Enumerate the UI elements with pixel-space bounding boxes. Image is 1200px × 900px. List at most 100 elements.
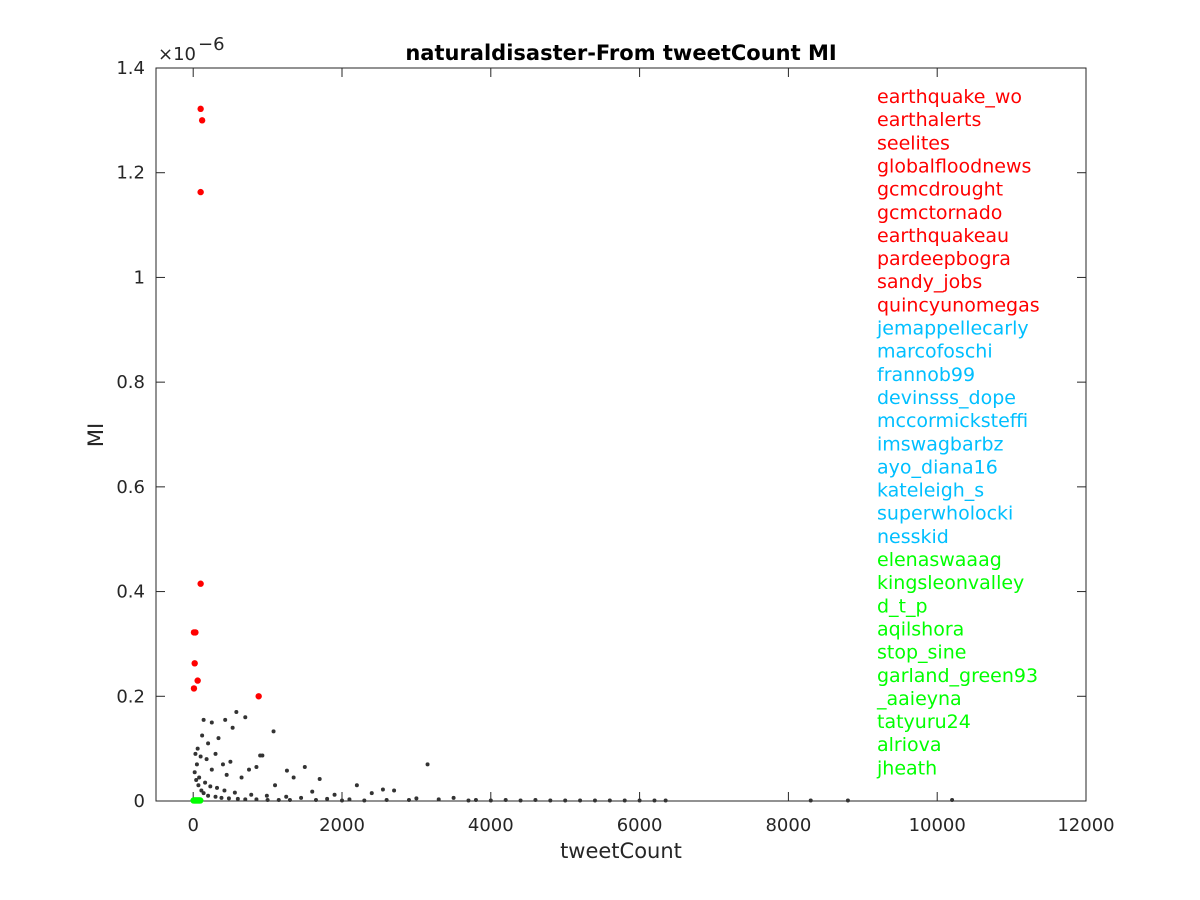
user-label: ayo_diana16 <box>877 456 998 478</box>
others-point <box>299 795 304 800</box>
user-label: jemappellecarly <box>876 318 1029 340</box>
user-label: kateleigh_s <box>877 480 984 502</box>
others-point <box>652 798 657 803</box>
others-point <box>220 762 225 767</box>
others-point <box>578 798 583 803</box>
others-point <box>325 796 330 801</box>
y-tick-label: 0.8 <box>116 372 145 393</box>
others-point <box>548 798 553 803</box>
user-label: superwholocki <box>877 503 1013 525</box>
x-tick-label: 0 <box>187 815 198 836</box>
others-point <box>215 785 220 790</box>
others-point <box>451 795 456 800</box>
others-point <box>340 798 344 803</box>
user-label: earthalerts <box>877 109 981 131</box>
user-label: globalfloodnews <box>877 155 1031 177</box>
others-point <box>503 797 508 802</box>
top-point <box>190 685 198 692</box>
others-point <box>265 797 270 802</box>
others-point <box>473 797 478 802</box>
low-points <box>190 797 204 804</box>
others-point <box>197 775 202 780</box>
user-label: garland_green93 <box>877 665 1038 687</box>
others-point <box>369 791 374 796</box>
y-exponent-power: −6 <box>198 34 225 55</box>
others-point <box>284 794 289 799</box>
others-point <box>224 772 229 777</box>
others-point <box>332 792 337 797</box>
x-tick-label: 6000 <box>617 815 663 836</box>
x-tick-label: 8000 <box>765 815 811 836</box>
y-tick-label: 1 <box>134 267 145 288</box>
y-tick-label: 0 <box>134 791 145 812</box>
y-exponent-multiplier: ×10 −6 <box>158 34 225 65</box>
others-point <box>663 798 668 803</box>
others-point <box>243 797 248 802</box>
y-tick-label: 0.2 <box>116 686 145 707</box>
others-point <box>271 729 276 734</box>
others-point <box>232 790 237 795</box>
others-point <box>436 797 441 802</box>
others-point <box>239 775 244 780</box>
others-point <box>466 798 471 803</box>
others-point <box>201 717 206 722</box>
others-point <box>193 751 198 756</box>
others-point <box>204 757 209 762</box>
others-point <box>425 762 430 767</box>
y-tick-label: 0.4 <box>116 582 145 603</box>
x-tick-label: 10000 <box>909 815 966 836</box>
others-point <box>302 764 307 769</box>
others-point <box>213 751 218 756</box>
others-point <box>194 762 199 767</box>
user-label: mccormicksteffi <box>877 410 1028 432</box>
others-point <box>258 753 263 758</box>
others-point <box>276 797 281 802</box>
top-point <box>198 117 206 124</box>
user-label: tatyuru24 <box>877 711 971 733</box>
others-point <box>201 791 206 796</box>
others-point <box>223 717 228 722</box>
others-point <box>488 798 493 803</box>
others-point <box>192 770 197 775</box>
user-label: sandy_jobs <box>877 271 982 293</box>
others-point <box>287 797 292 802</box>
others-point <box>234 709 239 714</box>
others-point <box>228 759 233 764</box>
user-label: alriova <box>877 734 942 756</box>
top-point <box>194 677 201 684</box>
top-point <box>190 629 198 636</box>
top-point <box>197 188 204 196</box>
others-point <box>291 775 296 780</box>
top-point <box>191 660 198 667</box>
user-label: gcmctornado <box>877 202 1002 224</box>
others-point <box>264 793 269 798</box>
others-point <box>592 798 597 803</box>
others-point <box>200 733 205 738</box>
others-point <box>198 754 203 759</box>
user-label: kingsleonvalley <box>877 572 1024 594</box>
others-point <box>203 780 208 785</box>
others-point <box>563 798 568 803</box>
x-axis-ticks: 0 2000 4000 6000 8000 10000 12000 <box>187 68 1115 836</box>
user-label: nesskid <box>877 526 949 548</box>
plot-area <box>155 67 1087 802</box>
others-point <box>235 796 240 801</box>
others-point <box>273 783 278 788</box>
user-label: stop_sine <box>877 642 966 664</box>
others-point <box>199 788 204 793</box>
others-point <box>196 783 201 788</box>
x-tick-label: 2000 <box>319 815 365 836</box>
y-tick-label: 0.6 <box>116 477 145 498</box>
others-point <box>195 746 200 751</box>
others-point <box>607 798 612 803</box>
others-point <box>533 797 538 802</box>
others-point <box>247 767 251 772</box>
top-point <box>255 693 262 700</box>
top-point <box>197 105 204 113</box>
others-point <box>254 797 259 802</box>
user-label: earthquakeau <box>877 225 1009 247</box>
others-point <box>226 796 231 801</box>
others-point <box>384 797 389 802</box>
user-label: seelites <box>877 132 950 154</box>
